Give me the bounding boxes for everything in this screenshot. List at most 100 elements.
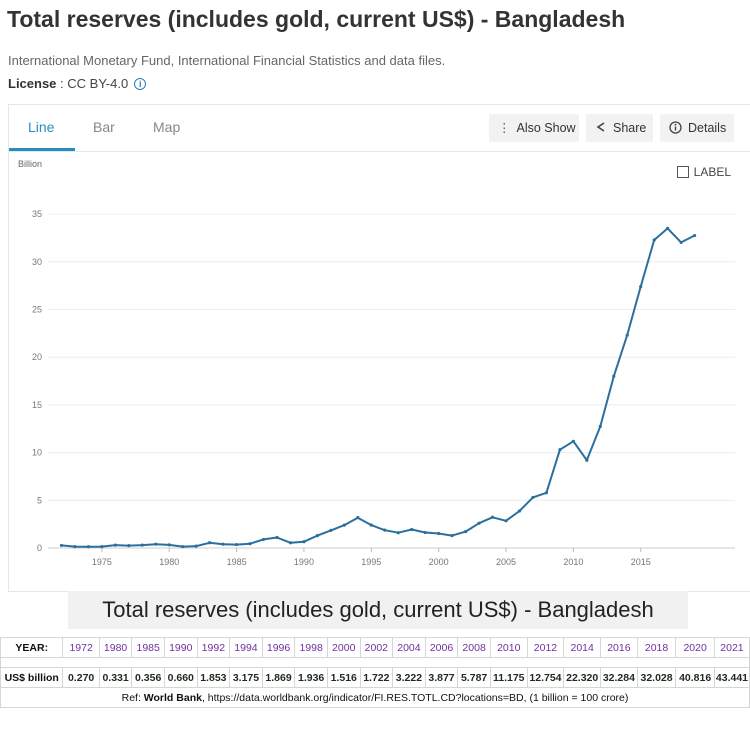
year-cell: 2021 xyxy=(713,637,750,658)
x-tick-label: 1985 xyxy=(227,557,247,567)
value-cell: 32.028 xyxy=(636,667,677,688)
share-label: Share xyxy=(613,121,647,135)
y-tick-label: 10 xyxy=(32,448,42,458)
data-point xyxy=(450,533,454,538)
year-cell: 2002 xyxy=(359,637,394,658)
y-axis-label: Billion xyxy=(18,159,42,169)
tab-line[interactable]: Line xyxy=(28,119,55,135)
tab-map[interactable]: Map xyxy=(153,119,181,135)
ref-url: , https://data.worldbank.org/indicator/F… xyxy=(201,691,629,704)
spacer-cell xyxy=(0,657,750,668)
data-point xyxy=(73,544,77,549)
license-label: License xyxy=(8,76,57,91)
series-line xyxy=(61,227,696,548)
year-cell: 2004 xyxy=(392,637,426,658)
year-cell: 1980 xyxy=(98,637,133,658)
reference-cell: Ref: World Bank, https://data.worldbank.… xyxy=(0,687,750,708)
year-cell: 2014 xyxy=(563,637,602,658)
data-point xyxy=(248,542,252,546)
data-point xyxy=(167,543,171,547)
value-cell: 0.331 xyxy=(98,667,133,688)
data-point xyxy=(275,535,279,540)
value-row: US$ billion 0.270 0.331 0.356 0.660 1.853 3.1… xyxy=(0,667,750,688)
year-cell: 1996 xyxy=(261,637,296,658)
data-point xyxy=(140,543,144,547)
also-show-label: Also Show xyxy=(516,121,576,135)
value-cell: 0.270 xyxy=(62,667,100,688)
value-cell: 1.853 xyxy=(196,667,231,688)
data-point xyxy=(208,541,212,545)
data-point xyxy=(517,509,522,513)
data-point xyxy=(329,528,333,532)
chart-panel: Line Bar Map ⋮ Also Show Share Details LA… xyxy=(8,104,750,592)
x-tick-label: 2005 xyxy=(496,557,516,567)
data-point xyxy=(504,519,508,523)
license-value: CC BY-4.0 xyxy=(67,76,129,91)
y-tick-label: 25 xyxy=(32,304,42,314)
year-row: YEAR: 1972 1980 1985 1990 1992 1994 1996 1998 20… xyxy=(0,637,750,658)
data-point xyxy=(423,530,427,535)
year-cell: 2020 xyxy=(675,637,715,658)
value-cell: 40.816 xyxy=(675,667,715,688)
table-title: Total reserves (includes gold, current U… xyxy=(68,591,688,629)
reserves-table: YEAR: 1972 1980 1985 1990 1992 1994 1996 1998 20… xyxy=(0,637,750,708)
data-point xyxy=(531,495,535,500)
year-cell: 2010 xyxy=(489,637,528,658)
y-tick-label: 0 xyxy=(37,543,42,553)
tab-bar: Line Bar Map ⋮ Also Show Share Details xyxy=(9,105,750,152)
info-circle-icon xyxy=(669,114,682,142)
data-point xyxy=(113,543,117,547)
value-cell: 0.660 xyxy=(163,667,198,688)
data-point xyxy=(437,531,441,536)
data-point xyxy=(342,523,346,527)
share-button[interactable]: Share xyxy=(586,114,653,142)
value-cell: 1.516 xyxy=(326,667,361,688)
spacer-row xyxy=(0,657,750,668)
y-tick-label: 15 xyxy=(32,400,42,410)
value-cell: 3.877 xyxy=(424,667,459,688)
year-cell: 1998 xyxy=(294,637,328,658)
value-cell: 1.722 xyxy=(359,667,394,688)
value-cell: 3.222 xyxy=(392,667,426,688)
info-icon[interactable]: i xyxy=(134,78,147,90)
y-tick-label: 30 xyxy=(32,257,42,267)
more-vertical-icon: ⋮ xyxy=(498,121,511,135)
label-checkbox[interactable] xyxy=(676,166,689,178)
data-point xyxy=(612,374,616,378)
data-point xyxy=(261,537,266,542)
data-point xyxy=(625,333,629,337)
data-point xyxy=(369,523,373,527)
data-point xyxy=(490,515,495,519)
details-button[interactable]: Details xyxy=(660,114,734,142)
year-cell: 1990 xyxy=(163,637,198,658)
active-tab-indicator xyxy=(9,148,75,151)
data-point xyxy=(692,233,697,238)
data-point xyxy=(639,284,643,289)
line-chart: Billion 0 5 10 15 20 25 30 35 1975 1980 1985 1990 199… xyxy=(18,159,735,567)
data-point xyxy=(396,531,400,535)
data-point xyxy=(410,527,414,532)
ref-source: World Bank xyxy=(143,691,202,704)
data-point xyxy=(86,545,91,549)
value-cell: 1.869 xyxy=(261,667,296,688)
also-show-button[interactable]: ⋮ Also Show xyxy=(489,114,579,142)
data-point xyxy=(59,543,64,548)
source-text: International Monetary Fund, Internation… xyxy=(8,53,446,68)
data-point xyxy=(194,544,198,548)
page-title: Total reserves (includes gold, current U… xyxy=(7,6,626,32)
year-cell: 2016 xyxy=(600,637,638,658)
label-toggle[interactable]: LABEL xyxy=(676,165,731,179)
value-row-label: US$ billion xyxy=(0,667,64,688)
data-point xyxy=(544,491,549,495)
year-cell: 1992 xyxy=(196,637,231,658)
tab-bar-chart[interactable]: Bar xyxy=(93,119,115,135)
license-separator: : xyxy=(56,76,68,91)
value-cell: 5.787 xyxy=(457,667,491,688)
data-point xyxy=(221,542,225,546)
label-toggle-text: LABEL xyxy=(693,165,731,179)
data-point xyxy=(234,542,239,547)
x-tick-label: 2010 xyxy=(563,557,583,567)
value-cell: 32.284 xyxy=(600,667,638,688)
year-cell: 2012 xyxy=(526,637,565,658)
details-label: Details xyxy=(688,121,727,135)
